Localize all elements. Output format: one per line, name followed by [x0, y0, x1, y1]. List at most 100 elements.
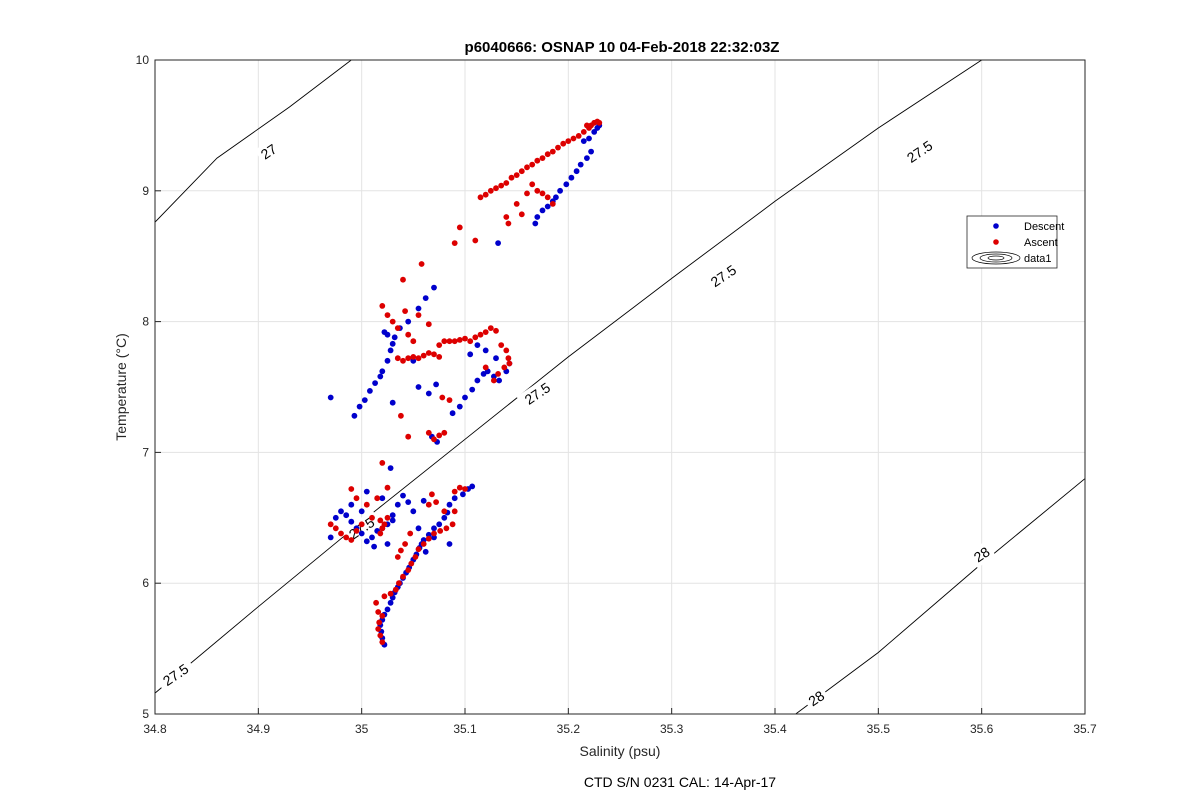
data-point-ascent: [420, 352, 427, 359]
data-point-descent: [389, 512, 396, 519]
data-point-ascent: [539, 190, 546, 197]
data-point-descent: [367, 388, 373, 394]
data-point-ascent: [446, 397, 453, 403]
data-point-descent: [358, 508, 365, 515]
data-point-descent: [384, 357, 391, 364]
data-point-ascent: [327, 521, 334, 528]
data-point-ascent: [524, 190, 530, 197]
data-point-descent: [356, 403, 363, 410]
data-point-descent: [387, 347, 394, 354]
data-point-descent: [343, 512, 350, 519]
data-point-ascent: [415, 355, 422, 362]
data-point-ascent: [462, 335, 468, 342]
data-point-descent: [379, 368, 386, 375]
data-point-ascent: [425, 535, 432, 542]
data-point-descent: [495, 240, 501, 247]
contour-line-27-5: [155, 60, 1085, 694]
data-point-ascent: [402, 308, 408, 314]
data-point-ascent: [472, 237, 479, 244]
data-point-ascent: [456, 337, 463, 343]
data-point-ascent: [565, 138, 572, 145]
legend: Descent Ascent data1: [966, 215, 1064, 269]
data-point-ascent: [505, 220, 512, 227]
calibration-footer: CTD S/N 0231 CAL: 14-Apr-17: [584, 774, 776, 790]
data-point-ascent: [570, 135, 577, 142]
data-point-ascent: [503, 180, 510, 186]
contour-label: 28: [971, 543, 993, 565]
data-point-ascent: [513, 172, 520, 179]
data-point-descent: [474, 342, 481, 348]
data-point-ascent: [377, 632, 384, 639]
data-point-ascent: [495, 371, 501, 377]
data-point-ascent: [410, 338, 417, 345]
data-point-ascent: [374, 495, 381, 502]
data-point-ascent: [456, 224, 463, 231]
data-point-ascent: [449, 521, 456, 528]
data-point-ascent: [379, 639, 386, 645]
data-point-descent: [580, 138, 587, 145]
data-point-ascent: [398, 412, 404, 419]
data-point-ascent: [498, 182, 505, 189]
data-point-descent: [400, 492, 406, 499]
data-point-ascent: [584, 122, 590, 129]
data-point-ascent: [436, 354, 443, 360]
data-point-ascent: [394, 554, 401, 560]
data-point-ascent: [555, 144, 561, 151]
data-point-ascent: [400, 357, 406, 364]
data-point-descent: [451, 495, 458, 502]
data-point-descent: [415, 305, 422, 312]
data-point-ascent: [400, 276, 406, 283]
data-point-ascent: [580, 129, 587, 135]
data-point-ascent: [472, 334, 479, 341]
data-point-ascent: [493, 185, 499, 192]
data-point-ascent: [493, 327, 499, 334]
contour-label-bg: [802, 684, 831, 712]
data-point-ascent: [575, 133, 582, 139]
data-point-ascent: [375, 609, 382, 615]
data-point-descent: [534, 214, 541, 220]
data-point-ascent: [392, 586, 399, 593]
x-tick-label: 35.5: [867, 722, 891, 736]
data-point-descent: [469, 483, 476, 490]
data-point-ascent: [596, 119, 603, 126]
legend-label-ascent: Ascent: [1024, 237, 1058, 249]
data-point-ascent: [498, 342, 505, 348]
data-point-ascent: [534, 157, 541, 164]
data-point-ascent: [506, 360, 513, 367]
data-point-descent: [327, 534, 334, 541]
axis-ticks: 34.8 34.9 35 35.1 35.2 35.3 35.4 35.5 35.6 35.7 5 6…: [136, 53, 1097, 736]
contour-line-27: [155, 60, 352, 223]
contour-label: 27: [258, 140, 280, 162]
contour-label-bg: [516, 375, 559, 412]
data-point-ascent: [373, 599, 379, 606]
x-tick-label: 35.4: [763, 722, 787, 736]
data-point-ascent: [400, 573, 406, 580]
legend-label-descent: Descent: [1024, 221, 1064, 233]
data-point-descent: [379, 495, 386, 502]
data-point-ascent: [379, 460, 386, 466]
data-point-ascent: [513, 201, 520, 207]
data-point-ascent: [377, 530, 384, 537]
data-point-descent: [591, 129, 598, 135]
data-point-descent: [462, 394, 468, 401]
data-point-ascent: [436, 342, 443, 348]
data-point-descent: [369, 534, 375, 541]
data-point-ascent: [436, 432, 443, 439]
data-point-ascent: [415, 546, 422, 553]
data-point-descent: [446, 541, 453, 547]
data-point-descent: [332, 514, 339, 521]
data-point-ascent: [549, 148, 556, 155]
data-point-ascent: [518, 168, 525, 175]
legend-marker-descent: [993, 223, 999, 229]
data-point-descent: [563, 181, 570, 188]
data-point-descent: [496, 377, 502, 384]
data-point-ascent: [446, 338, 453, 345]
data-points: [327, 118, 603, 648]
data-point-ascent: [412, 554, 419, 560]
x-tick-label: 34.9: [247, 722, 271, 736]
data-point-ascent: [437, 528, 444, 534]
data-point-descent: [389, 399, 396, 406]
data-point-descent: [474, 377, 481, 384]
data-point-descent: [387, 465, 394, 471]
data-point-descent: [348, 518, 355, 525]
